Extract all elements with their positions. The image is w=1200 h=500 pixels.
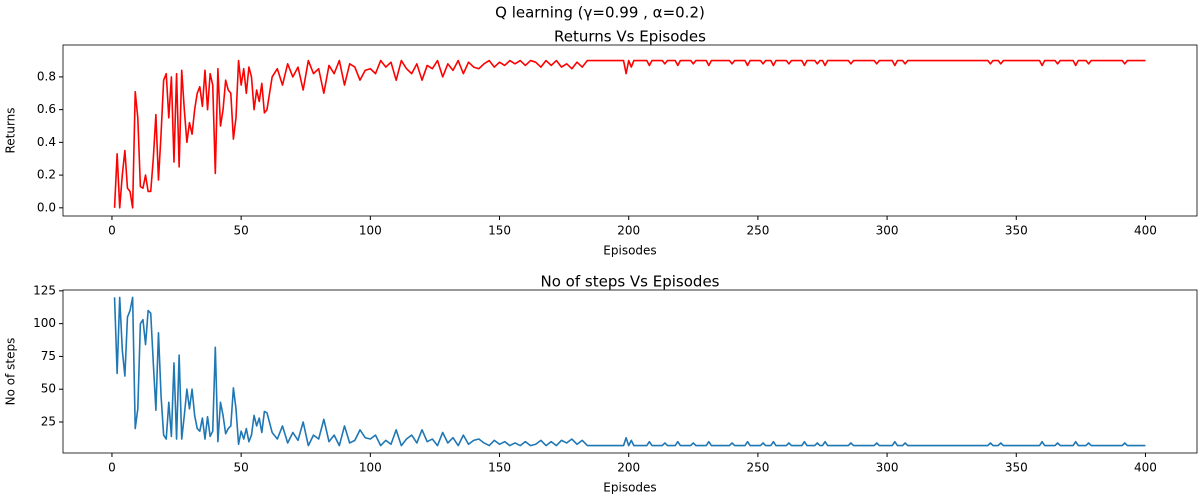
x-axis-label: Episodes [603, 481, 656, 495]
x-tick-label: 0 [108, 461, 116, 475]
x-tick-label: 100 [359, 224, 382, 238]
y-tick-label: 50 [41, 382, 56, 396]
figure-title: Q learning (γ=0.99 , α=0.2) [495, 4, 705, 22]
y-tick-label: 25 [41, 414, 56, 428]
x-tick-label: 150 [488, 461, 511, 475]
x-tick-label: 150 [488, 224, 511, 238]
x-tick-label: 400 [1134, 224, 1157, 238]
x-tick-label: 100 [359, 461, 382, 475]
data-line [113, 296, 1146, 447]
x-tick-label: 300 [876, 461, 899, 475]
y-axis-label: No of steps [4, 338, 18, 406]
x-tick-label: 200 [617, 461, 640, 475]
axes-frame [62, 289, 1198, 454]
y-tick-label: 100 [33, 316, 56, 330]
y-tick-label: 0.2 [37, 168, 56, 182]
x-tick-label: 350 [1005, 461, 1028, 475]
axes-title: No of steps Vs Episodes [541, 273, 720, 291]
y-tick-label: 125 [33, 283, 56, 297]
x-tick-label: 400 [1134, 461, 1157, 475]
x-tick-label: 50 [234, 224, 249, 238]
y-tick-label: 0.0 [37, 200, 56, 214]
x-tick-label: 300 [876, 224, 899, 238]
y-tick-label: 0.4 [37, 135, 56, 149]
x-tick-label: 0 [108, 224, 116, 238]
y-tick-label: 75 [41, 349, 56, 363]
data-line [113, 59, 1146, 209]
x-tick-label: 250 [746, 224, 769, 238]
x-tick-label: 200 [617, 224, 640, 238]
axes-frame [62, 44, 1198, 217]
x-tick-label: 50 [234, 461, 249, 475]
y-tick-label: 0.8 [37, 69, 56, 83]
x-axis-label: Episodes [603, 244, 656, 258]
axes-title: Returns Vs Episodes [554, 28, 706, 46]
y-tick-label: 0.6 [37, 102, 56, 116]
x-tick-label: 250 [746, 461, 769, 475]
x-tick-label: 350 [1005, 224, 1028, 238]
y-axis-label: Returns [4, 107, 18, 153]
